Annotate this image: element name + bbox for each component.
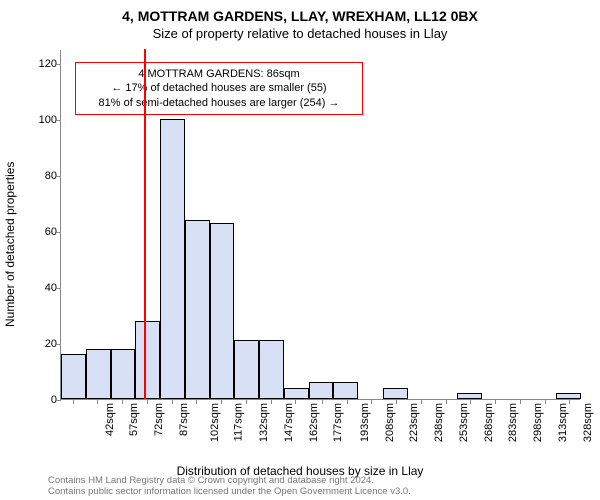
x-tick-label: 268sqm [483, 403, 495, 442]
x-tick-label: 328sqm [582, 403, 594, 442]
histogram-bar [333, 382, 358, 399]
y-tick-mark [56, 344, 61, 345]
histogram-bar [135, 321, 160, 399]
x-tick-mark [520, 399, 521, 404]
histogram-bar [284, 388, 309, 399]
histogram-bar [234, 340, 259, 399]
x-tick-label: 253sqm [458, 403, 470, 442]
x-tick-mark [246, 399, 247, 404]
x-tick-label: 117sqm [233, 403, 245, 441]
annotation-line2: ← 17% of detached houses are smaller (55… [82, 81, 356, 95]
footer-line2: Contains public sector information licen… [48, 487, 411, 497]
y-tick-label: 120 [23, 58, 57, 70]
x-tick-mark [470, 399, 471, 404]
y-tick-mark [56, 64, 61, 65]
histogram-bar [86, 349, 111, 399]
footer-attribution: Contains HM Land Registry data © Crown c… [48, 476, 411, 497]
property-marker-line [144, 49, 146, 399]
x-tick-mark [295, 399, 296, 404]
x-tick-mark [122, 399, 123, 404]
x-tick-label: 162sqm [308, 403, 320, 442]
x-tick-label: 177sqm [333, 403, 345, 442]
x-tick-label: 238sqm [433, 403, 445, 442]
chart-title-line1: 4, MOTTRAM GARDENS, LLAY, WREXHAM, LL12 … [0, 8, 600, 24]
histogram-bar [383, 388, 408, 399]
x-tick-label: 42sqm [104, 403, 116, 436]
y-tick-mark [56, 120, 61, 121]
histogram-bar [556, 393, 581, 399]
x-tick-label: 223sqm [408, 403, 420, 442]
x-tick-mark [495, 399, 496, 404]
histogram-bar [309, 382, 334, 399]
histogram-bar [111, 349, 136, 399]
x-tick-mark [147, 399, 148, 404]
x-tick-mark [271, 399, 272, 404]
x-tick-mark [73, 399, 74, 404]
x-tick-label: 102sqm [209, 403, 221, 442]
x-tick-label: 193sqm [359, 403, 371, 442]
x-tick-label: 298sqm [532, 403, 544, 442]
x-tick-mark [221, 399, 222, 404]
annotation-box: 4 MOTTRAM GARDENS: 86sqm ← 17% of detach… [75, 62, 363, 115]
x-tick-label: 283sqm [508, 403, 520, 442]
x-tick-label: 57sqm [128, 403, 140, 436]
y-tick-mark [56, 232, 61, 233]
x-tick-label: 87sqm [178, 403, 190, 436]
annotation-line3: 81% of semi-detached houses are larger (… [82, 96, 356, 110]
x-tick-mark [371, 399, 372, 404]
y-tick-mark [56, 288, 61, 289]
y-tick-label: 100 [23, 114, 57, 126]
histogram-bar [160, 119, 185, 399]
plot-area: 4 MOTTRAM GARDENS: 86sqm ← 17% of detach… [60, 50, 580, 400]
x-tick-mark [545, 399, 546, 404]
x-tick-mark [97, 399, 98, 404]
histogram-bar [185, 220, 210, 399]
histogram-bar [61, 354, 86, 399]
x-tick-mark [322, 399, 323, 404]
histogram-bar [457, 393, 482, 399]
x-tick-mark [396, 399, 397, 404]
x-tick-label: 208sqm [384, 403, 396, 442]
x-tick-mark [421, 399, 422, 404]
x-tick-label: 147sqm [283, 403, 295, 442]
x-tick-mark [172, 399, 173, 404]
footer-line1: Contains HM Land Registry data © Crown c… [48, 476, 411, 486]
x-tick-label: 72sqm [153, 403, 165, 436]
y-tick-label: 20 [23, 338, 57, 350]
histogram-bar [210, 223, 235, 399]
histogram-chart: 4, MOTTRAM GARDENS, LLAY, WREXHAM, LL12 … [0, 0, 600, 500]
y-tick-label: 0 [23, 394, 57, 406]
x-tick-mark [347, 399, 348, 404]
y-tick-mark [56, 176, 61, 177]
y-tick-label: 40 [23, 282, 57, 294]
y-tick-label: 60 [23, 226, 57, 238]
x-tick-mark [446, 399, 447, 404]
histogram-bar [259, 340, 284, 399]
x-tick-label: 132sqm [258, 403, 270, 442]
x-tick-mark [196, 399, 197, 404]
chart-title-line2: Size of property relative to detached ho… [0, 26, 600, 41]
annotation-line1: 4 MOTTRAM GARDENS: 86sqm [82, 67, 356, 81]
y-tick-label: 80 [23, 170, 57, 182]
y-axis-label: Number of detached properties [3, 227, 17, 247]
x-tick-mark [569, 399, 570, 404]
y-tick-mark [56, 400, 61, 401]
x-tick-label: 313sqm [557, 403, 569, 442]
